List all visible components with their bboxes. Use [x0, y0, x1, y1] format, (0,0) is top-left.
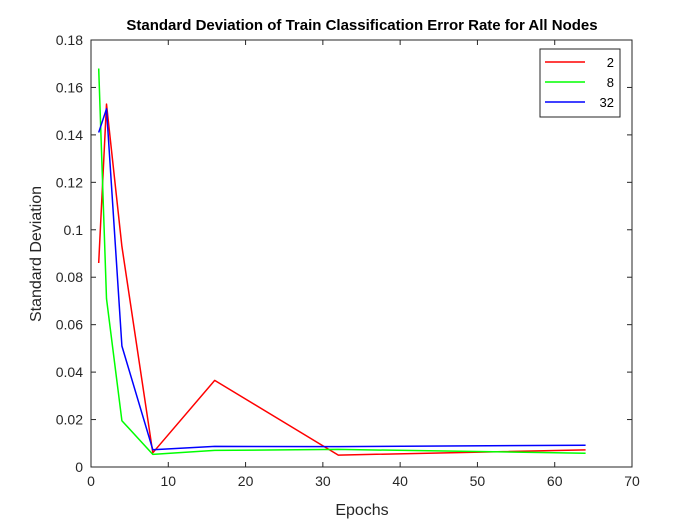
x-tick-label: 50 — [470, 473, 486, 489]
y-axis-label: Standard Deviation — [28, 186, 45, 322]
series-line-32 — [97, 108, 586, 451]
y-tick-label: 0.16 — [56, 79, 83, 95]
y-tick-label: 0.1 — [64, 222, 84, 238]
legend-label-8: 8 — [607, 75, 614, 90]
legend-label-32: 32 — [600, 95, 614, 110]
plot-area: 0 10 20 30 40 50 60 70 0 0.02 0.04 0.06 0.08 0.1 0.12 0… — [56, 32, 640, 489]
x-tick-label: 30 — [315, 473, 331, 489]
y-tick-label: 0.06 — [56, 317, 83, 333]
y-tick-label: 0.08 — [56, 269, 83, 285]
y-tick-label: 0.14 — [56, 127, 83, 143]
x-axis-label: Epochs — [335, 502, 388, 519]
x-tick-label: 70 — [624, 473, 640, 489]
x-tick-label: 0 — [87, 473, 95, 489]
y-tick-label: 0.04 — [56, 364, 83, 380]
series-line-2 — [97, 103, 586, 456]
y-tick-label: 0.12 — [56, 174, 83, 190]
series-line-8 — [97, 68, 586, 456]
x-tick-label: 60 — [547, 473, 563, 489]
y-tick-label: 0.18 — [56, 32, 83, 48]
x-tick-label: 40 — [392, 473, 408, 489]
legend-label-2: 2 — [607, 55, 614, 70]
y-tick-label: 0 — [75, 459, 83, 475]
y-tick-label: 0.02 — [56, 412, 83, 428]
x-tick-label: 10 — [160, 473, 176, 489]
legend-box — [539, 48, 621, 118]
chart-title: Standard Deviation of Train Classificati… — [126, 17, 597, 34]
x-tick-label: 20 — [238, 473, 254, 489]
